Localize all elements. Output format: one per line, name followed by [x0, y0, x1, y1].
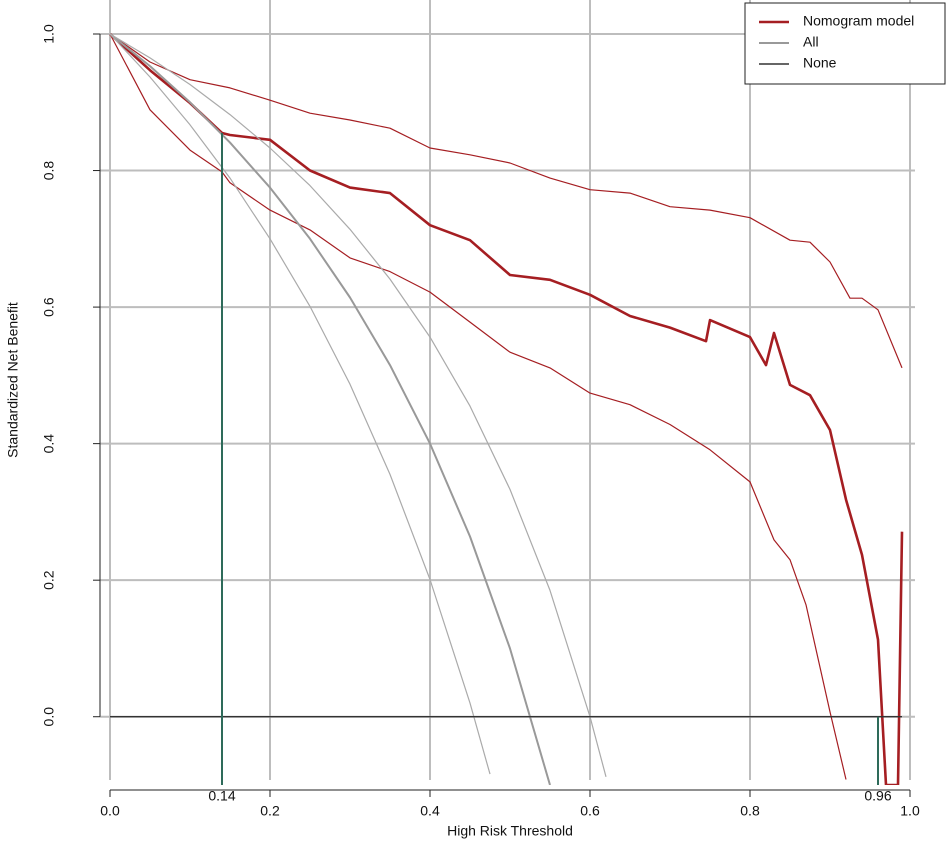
y-tick-label: 0.8 [41, 161, 57, 181]
legend-label: All [803, 34, 819, 50]
x-tick-label: 1.0 [900, 803, 920, 819]
series-line [109, 33, 607, 777]
threshold-label: 0.14 [208, 788, 235, 804]
y-tick-label: 0.6 [41, 297, 57, 317]
series-line [109, 33, 847, 780]
x-tick-label: 0.4 [420, 803, 440, 819]
y-axis-title: Standardized Net Benefit [5, 302, 21, 458]
y-tick-label: 0.4 [41, 434, 57, 454]
x-tick-label: 0.6 [580, 803, 600, 819]
series-line [109, 33, 491, 775]
x-tick-label: 0.0 [100, 803, 120, 819]
legend-label: Nomogram model [803, 13, 914, 29]
series-line [109, 33, 904, 785]
x-tick-label: 0.2 [260, 803, 280, 819]
legend-label: None [803, 55, 837, 71]
threshold-label: 0.96 [864, 788, 891, 804]
plot-area [109, 33, 904, 785]
series-line [109, 33, 551, 785]
x-axis-title: High Risk Threshold [447, 823, 573, 839]
y-tick-label: 1.0 [41, 24, 57, 44]
x-tick-label: 0.8 [740, 803, 760, 819]
y-tick-label: 0.2 [41, 570, 57, 590]
series-line [109, 33, 903, 369]
y-tick-label: 0.0 [41, 707, 57, 727]
